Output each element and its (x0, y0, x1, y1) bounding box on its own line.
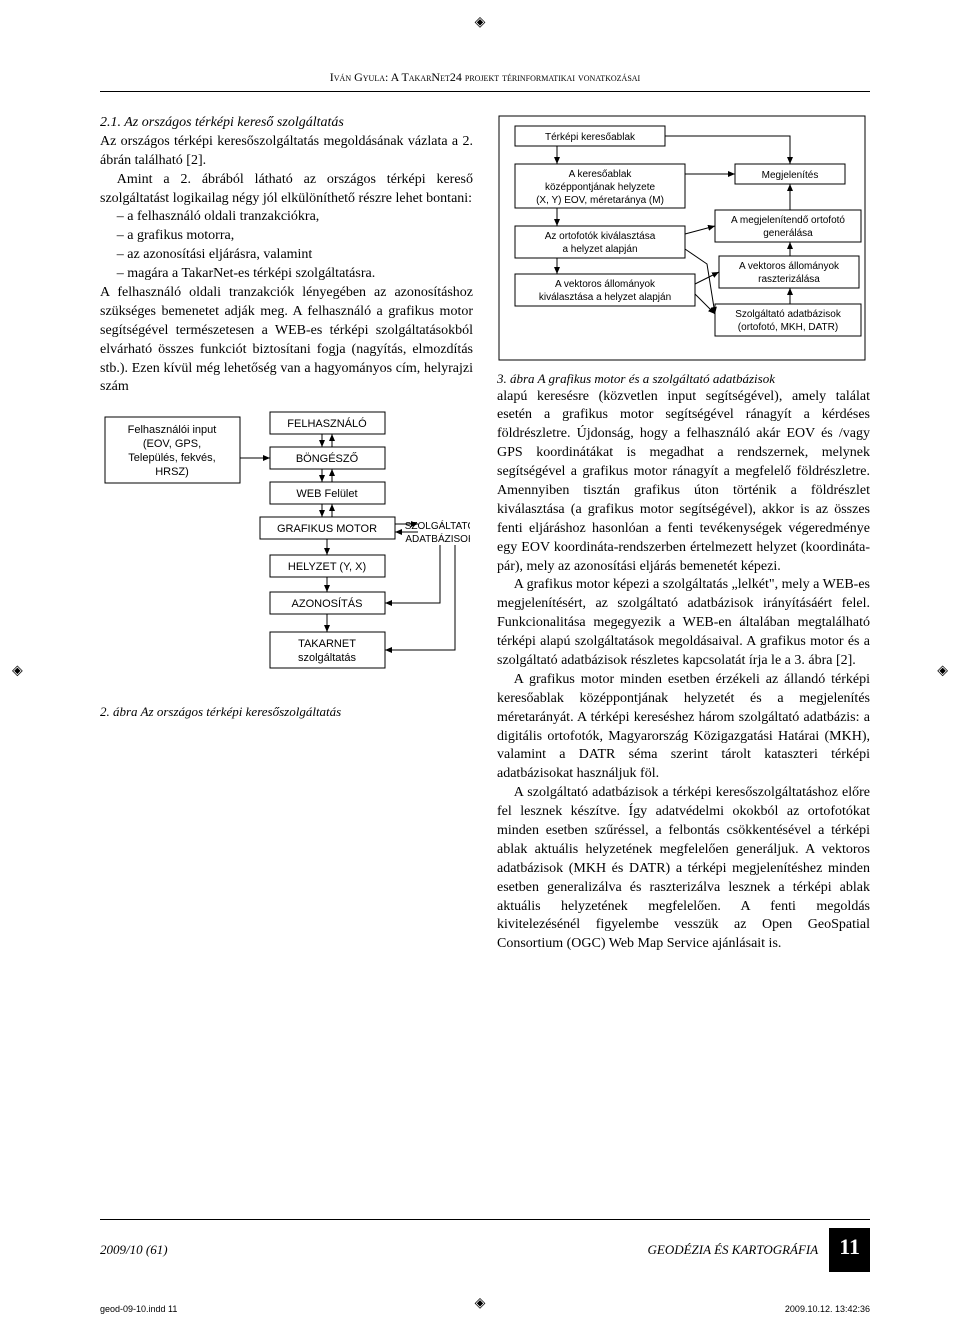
indd-file: geod-09-10.indd 11 (100, 1304, 177, 1314)
fig3-szolg-db-l2: (ortofotó, MKH, DATR) (738, 322, 838, 333)
para-left-1: Az országos térképi keresőszolgáltatás m… (100, 133, 473, 171)
figure-3-caption: 3. ábra A grafikus motor és a szolgáltat… (497, 370, 870, 388)
fig2-szolg-l2: ADATBÁZISOK (405, 532, 470, 545)
fig2-user-input-l4: HRSZ) (155, 466, 189, 478)
section-title: 2.1. Az országos térképi kereső szolgált… (100, 114, 473, 133)
fig3-vekt-sel-l1: A vektoros állományok (555, 279, 656, 290)
bullet-4: – magára a TakarNet-es térképi szolgálta… (100, 265, 473, 284)
footer-rule (100, 1219, 870, 1220)
fig3-orto-sel-l2: a helyzet alapján (562, 244, 637, 255)
body-columns: 2.1. Az országos térképi kereső szolgált… (100, 114, 870, 954)
fig2-takarnet-l2: szolgáltatás (298, 652, 357, 664)
indd-time: 2009.10.12. 13:42:36 (785, 1304, 870, 1314)
fig2-user-input-l1: Felhasználói input (128, 424, 217, 436)
fig3-orto-gen-l2: generálása (763, 228, 813, 239)
fig2-user-input-l3: Település, fekvés, (128, 452, 215, 464)
para-left-3: A felhasználó oldali tranzakciók lényegé… (100, 284, 473, 397)
fig2-takarnet-l1: TAKARNET (298, 638, 356, 650)
fig3-megjelenites: Megjelenítés (762, 170, 819, 181)
fig3-orto-sel-l1: Az ortofotók kiválasztása (545, 231, 656, 242)
figure-2: Felhasználói input (EOV, GPS, Település,… (100, 407, 473, 697)
fig2-user-input-l2: (EOV, GPS, (143, 438, 201, 450)
figure-3: Térképi keresőablak A keresőablak középp… (497, 114, 870, 364)
fig3-keresoablak: Térképi keresőablak (545, 132, 636, 143)
footer-left: 2009/10 (61) (100, 1242, 168, 1258)
figure-3-svg: Térképi keresőablak A keresőablak középp… (497, 114, 867, 364)
fig2-felhasznalo: FELHASZNÁLÓ (287, 417, 367, 430)
para-right-4: A szolgáltató adatbázisok a térképi kere… (497, 784, 870, 954)
page: ◈ ◈ ◈ ◈ Iván Gyula: A TakarNet24 projekt… (0, 0, 960, 1342)
crop-mark-right-icon: ◈ (937, 663, 948, 680)
fig3-orto-gen-l1: A megjelenítendő ortofotó (731, 215, 845, 226)
header-rule (100, 91, 870, 92)
running-head: Iván Gyula: A TakarNet24 projekt térinfo… (100, 70, 870, 85)
fig3-vekt-sel-l2: kiválasztása a helyzet alapján (539, 292, 671, 303)
fig3-kozeppont-l2: középpontjának helyzete (545, 182, 656, 193)
para-right-1: alapú keresésre (közvetlen input segítsé… (497, 388, 870, 577)
fig3-vekt-raszt-l2: raszterizálása (758, 274, 820, 285)
fig2-helyzet: HELYZET (Y, X) (288, 561, 366, 573)
fig3-szolg-db-l1: Szolgáltató adatbázisok (735, 309, 842, 320)
indesign-slug: geod-09-10.indd 11 2009.10.12. 13:42:36 (100, 1304, 870, 1314)
para-right-2: A grafikus motor képezi a szolgáltatás „… (497, 576, 870, 670)
fig2-webfelulet: WEB Felület (296, 488, 357, 500)
fig3-kozeppont-l3: (X, Y) EOV, méretaránya (M) (536, 195, 664, 206)
fig2-grafikus: GRAFIKUS MOTOR (277, 523, 377, 535)
para-right-3: A grafikus motor minden esetben érzékeli… (497, 671, 870, 784)
crop-mark-top-icon: ◈ (475, 14, 486, 31)
bullet-3: – az azonosítási eljárásra, valamint (100, 246, 473, 265)
running-head-text: Iván Gyula: A TakarNet24 projekt térinfo… (330, 70, 640, 84)
figure-2-caption: 2. ábra Az országos térképi keresőszolgá… (100, 703, 473, 721)
page-footer: 2009/10 (61) GEODÉZIA ÉS KARTOGRÁFIA 11 (100, 1213, 870, 1273)
bullet-1: – a felhasználó oldali tranzakciókra, (100, 208, 473, 227)
para-left-2: Amint a 2. ábrából látható az országos t… (100, 171, 473, 209)
page-number-badge: 11 (829, 1228, 870, 1272)
figure-2-svg: Felhasználói input (EOV, GPS, Település,… (100, 407, 470, 697)
fig2-szolg-l1: SZOLGÁLTATÓ (405, 519, 470, 532)
fig3-kozeppont-l1: A keresőablak (569, 169, 633, 180)
bullet-2: – a grafikus motorra, (100, 227, 473, 246)
footer-journal: GEODÉZIA ÉS KARTOGRÁFIA (648, 1242, 818, 1257)
fig3-vekt-raszt-l1: A vektoros állományok (739, 261, 840, 272)
fig2-azonositas: AZONOSÍTÁS (292, 597, 363, 610)
fig2-bongeszo: BÖNGÉSZŐ (296, 451, 359, 465)
crop-mark-left-icon: ◈ (12, 663, 23, 680)
